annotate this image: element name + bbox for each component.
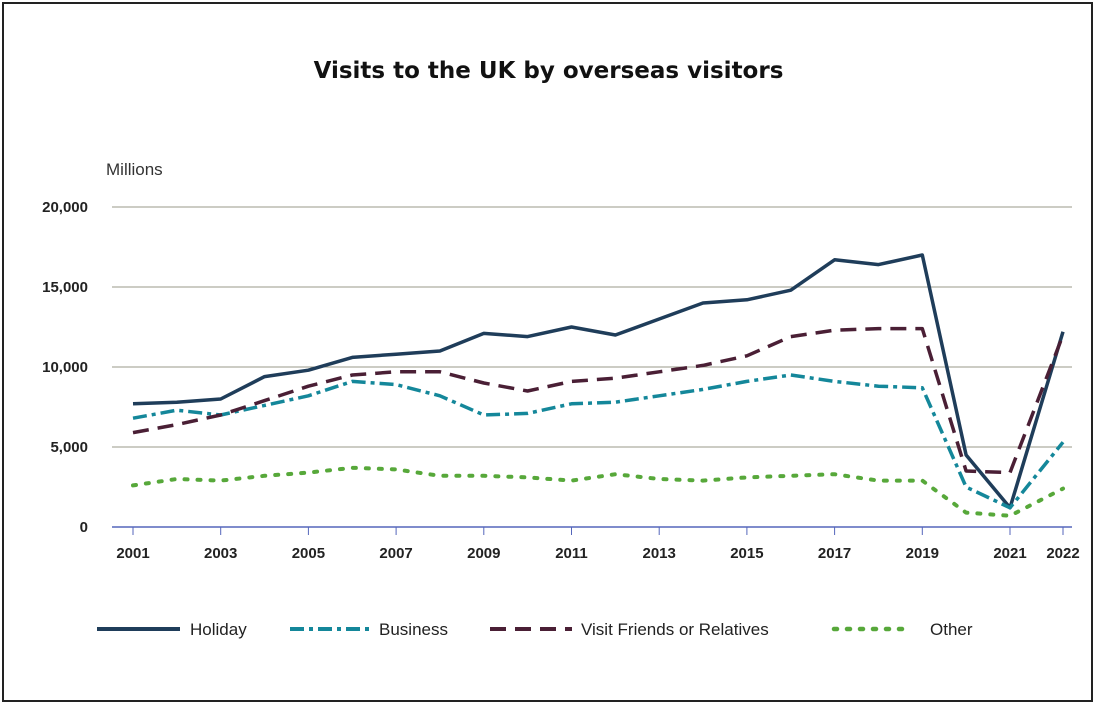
x-tick-label: 2003 bbox=[204, 545, 237, 562]
legend-label: Other bbox=[930, 620, 973, 639]
chart-title: Visits to the UK by overseas visitors bbox=[313, 58, 784, 84]
x-tick-label: 2009 bbox=[467, 545, 500, 562]
x-tick-label: 2005 bbox=[292, 545, 325, 562]
series-line-other bbox=[131, 465, 1065, 518]
x-tick-label: 2017 bbox=[818, 545, 851, 562]
legend-label: Holiday bbox=[190, 620, 247, 639]
x-tick-label: 2022 bbox=[1046, 545, 1079, 562]
series-line-business bbox=[132, 373, 1065, 510]
x-tick-label: 2019 bbox=[906, 545, 939, 562]
x-tick-label: 2015 bbox=[730, 545, 763, 562]
series-line-visit-friends-or-relatives bbox=[132, 326, 1065, 475]
legend-label: Business bbox=[379, 620, 448, 639]
x-tick-label: 2007 bbox=[379, 545, 412, 562]
x-tick-label: 2013 bbox=[643, 545, 676, 562]
y-tick-label: 5,000 bbox=[50, 439, 88, 456]
y-tick-label: 10,000 bbox=[42, 359, 88, 376]
y-axis-unit-label: Millions bbox=[106, 160, 163, 179]
series-line-holiday bbox=[132, 253, 1065, 510]
legend-label: Visit Friends or Relatives bbox=[581, 620, 769, 639]
y-tick-label: 15,000 bbox=[42, 279, 88, 296]
y-tick-label: 0 bbox=[80, 519, 88, 536]
x-tick-label: 2001 bbox=[116, 545, 149, 562]
y-tick-label: 20,000 bbox=[42, 199, 88, 216]
x-tick-label: 2011 bbox=[555, 545, 588, 562]
x-tick-label: 2021 bbox=[993, 545, 1026, 562]
